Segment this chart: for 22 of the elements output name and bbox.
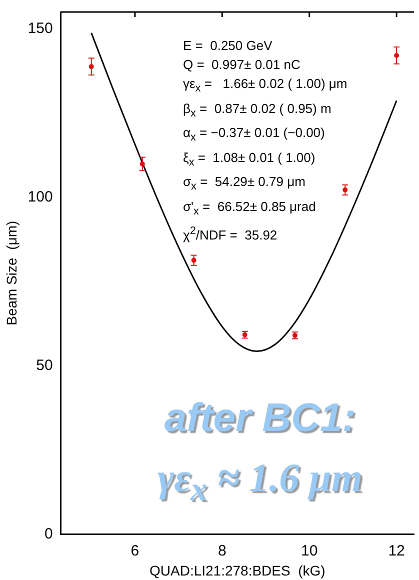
line-series: [90, 32, 398, 352]
annotation: α$_{x}$ = −0.37± 0.01 (−0.00): [183, 124, 326, 146]
annotation: σ'$_{x}$ = 66.52± 0.85 μrad: [183, 198, 317, 220]
y-tick-label: 50: [36, 356, 53, 374]
annotation: γε$_{x}$ ≈ 1.6 μm: [156, 454, 364, 510]
x-tick-label: 10: [301, 542, 318, 560]
x-tick-label: 12: [388, 542, 405, 560]
x-tick-label: 6: [130, 542, 140, 560]
annotation: after BC1:: [163, 395, 357, 442]
y-tick-label: 100: [28, 188, 53, 206]
annotation: β$_{x}$ = 0.87± 0.02 ( 0.95) m: [183, 100, 332, 122]
annotation: ξ$_{x}$ = 1.08± 0.01 ( 1.00): [183, 148, 316, 170]
annotation: E = 0.250 GeV: [183, 37, 274, 55]
annotation: γε$_{x}$ = 1.66± 0.02 ( 1.00) μm: [183, 75, 348, 97]
x-axis-title: QUAD:LI21:278:BDES (kG): [149, 562, 326, 578]
annotation: Q = 0.997± 0.01 nC: [183, 56, 302, 74]
y-axis-title: Beam Size (μm): [3, 220, 20, 326]
annotation: χ$^{2}$/NDF = 35.92: [183, 224, 278, 244]
y-tick-label: 0: [44, 525, 53, 542]
x-tick-label: 8: [218, 542, 226, 560]
annotation: σ$_{x}$ = 54.29± 0.79 μm: [183, 173, 306, 195]
y-tick-label: 150: [28, 20, 53, 37]
